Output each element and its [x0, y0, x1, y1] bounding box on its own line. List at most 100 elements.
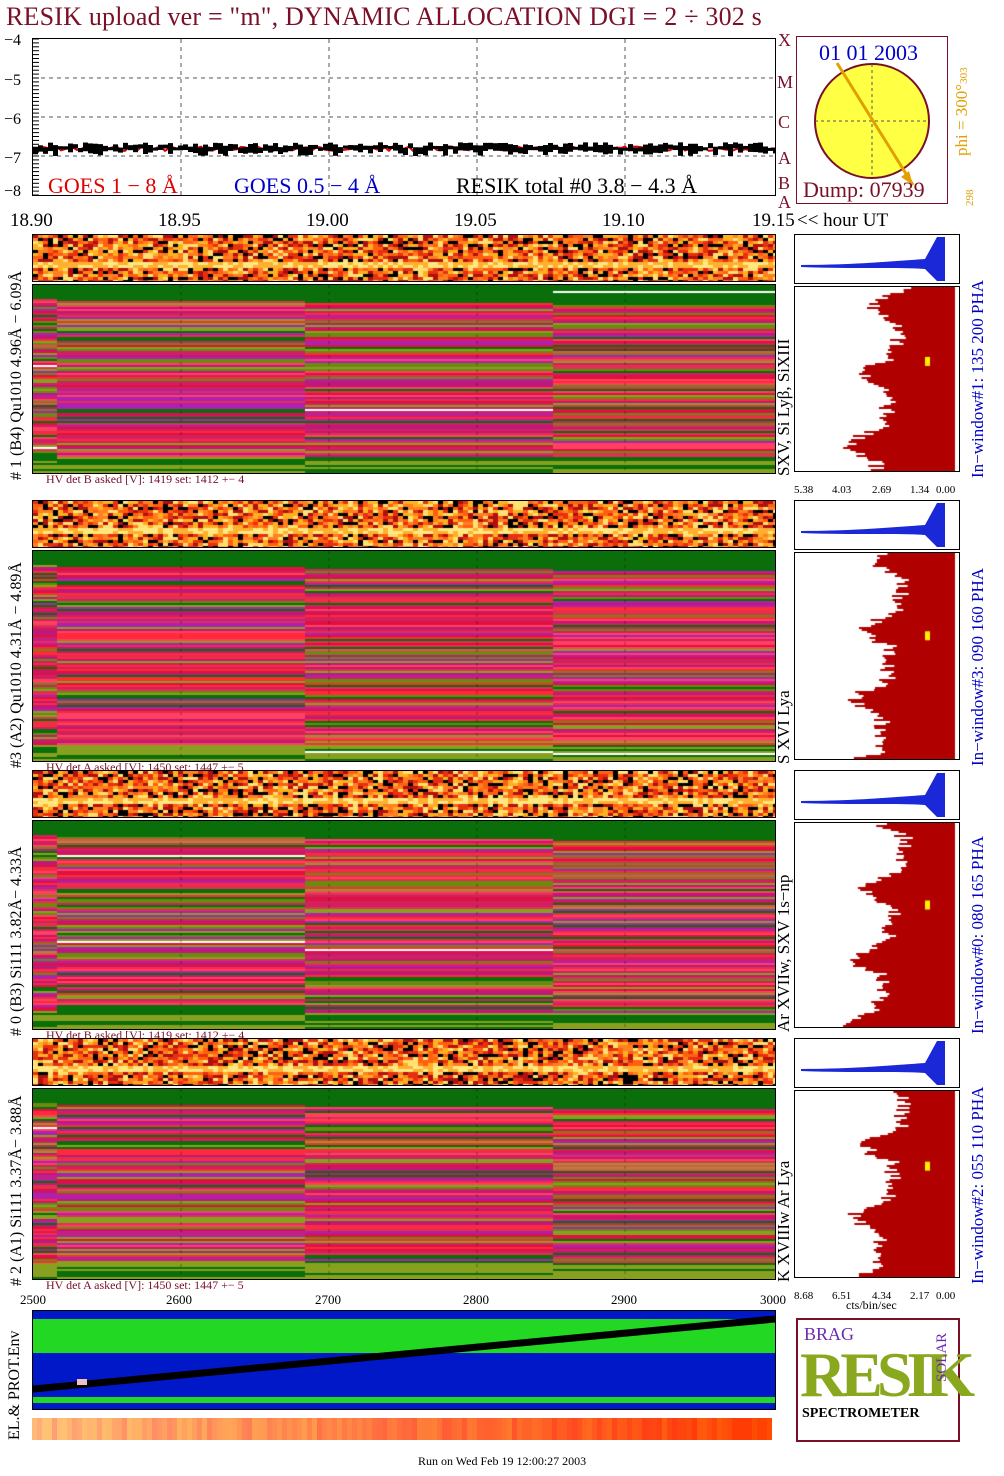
resik-total-bar [303, 146, 308, 156]
heat-cell [87, 1418, 92, 1440]
heat-cell [617, 1418, 622, 1440]
heat-cell [572, 1418, 577, 1440]
heat-cell [352, 1418, 357, 1440]
heat-cell [517, 1418, 522, 1440]
channel-2-label: # 0 (B3) Si111 3.82Å− 4.33Å [8, 846, 25, 1036]
resik-total-bar [368, 145, 373, 154]
channel-2-profile [794, 822, 960, 1028]
resik-total-bar [543, 145, 548, 155]
heat-cell [552, 1418, 557, 1440]
resik-total-bar [703, 147, 708, 151]
goes-ytick-2: −5 [4, 72, 22, 89]
heat-cell [492, 1418, 497, 1440]
resik-total-bar [388, 145, 393, 149]
resik-total-bar [58, 146, 63, 150]
time-xtick-6: 19.15 [752, 210, 795, 231]
resik-total-bar [553, 144, 558, 150]
phi-arrowhead [901, 171, 913, 185]
heat-cell [182, 1418, 187, 1440]
resik-total-bar [218, 143, 223, 154]
heat-cell [407, 1418, 412, 1440]
channel-0-hv: HV det B asked [V]: 1419 set: 1412 +− 4 [46, 472, 245, 486]
resik-total-bar [308, 144, 313, 155]
heat-cell [32, 1418, 37, 1440]
heat-cell [172, 1418, 177, 1440]
heat-cell [292, 1418, 297, 1440]
channel-0-label: # 1 (B4) Qu1010 4.96Å − 6.09Å [8, 270, 25, 480]
goes-lightcurve-panel [32, 38, 776, 196]
resik-total-bar [488, 142, 493, 150]
resik-total-bar [643, 144, 648, 155]
channel-0-scale-2: 2.69 [872, 484, 892, 496]
heat-cell [267, 1418, 272, 1440]
heat-cell [132, 1418, 137, 1440]
resik-total-bar [663, 142, 668, 152]
heat-cell [192, 1418, 197, 1440]
heat-cell [542, 1418, 547, 1440]
resik-total-bar [473, 145, 478, 153]
channel-0-scale-0: 5.38 [794, 484, 814, 496]
heat-cell [582, 1418, 587, 1440]
channel-3-label: # 2 (A1) Si111 3.37Å− 3.88Å [8, 1095, 25, 1287]
channel-3-spectrogram [32, 1088, 776, 1280]
resik-total-bar [443, 144, 448, 156]
resik-total-bar [168, 143, 173, 154]
resik-total-bar [283, 145, 288, 153]
time-xtick-1: 18.90 [10, 210, 53, 231]
heat-cell [752, 1418, 757, 1440]
environment-panel [32, 1310, 776, 1410]
resik-total-bar [38, 145, 43, 152]
bin-xtick-3: 2700 [315, 1292, 341, 1307]
heat-cell [322, 1418, 327, 1440]
resik-total-bar [758, 142, 763, 153]
class-a: A [778, 148, 791, 168]
resik-total-bar [178, 145, 183, 151]
env-trace [33, 1315, 775, 1393]
goes-plot-svg [33, 39, 775, 195]
resik-total-bar [428, 142, 433, 151]
heat-cell [387, 1418, 392, 1440]
channel-3-strip [32, 1038, 776, 1086]
resik-total-bar [253, 143, 258, 154]
resik-total-bar [503, 142, 508, 152]
env-band-upper [33, 1319, 775, 1353]
resik-total-bar [193, 143, 198, 154]
channel-3-strip-canvas [33, 1039, 775, 1085]
resik-total-bar [753, 142, 758, 153]
resik-total-bar [133, 144, 138, 153]
resik-total-bar [458, 142, 463, 151]
resik-total-bar [103, 145, 108, 152]
heat-cell [112, 1418, 117, 1440]
resik-total-bar [518, 147, 523, 154]
resik-total-bar [318, 147, 323, 151]
heat-cell [142, 1418, 147, 1440]
channel-1-profile-canvas [795, 553, 959, 759]
resik-total-bar [423, 145, 428, 156]
resik-total-bar [468, 142, 473, 151]
heat-cell [382, 1418, 387, 1440]
resik-total-bar [328, 142, 333, 151]
units-label: cts/bin/sec [846, 1298, 897, 1312]
heat-cell [722, 1418, 727, 1440]
resik-total-bar [403, 147, 408, 156]
heat-cell [377, 1418, 382, 1440]
heat-cell [597, 1418, 602, 1440]
resik-logo: BRAG RESIK SOLAR SPECTROMETER [796, 1318, 975, 1442]
resik-total-bar [173, 147, 178, 151]
heat-cell [302, 1418, 307, 1440]
resik-total-bar [153, 147, 158, 151]
heat-cell [57, 1418, 62, 1440]
resik-total-bar [623, 147, 628, 151]
channel-0-scale-3: 1.34 [910, 484, 930, 496]
heat-cell [417, 1418, 422, 1440]
channel-0-pha-svg [801, 237, 945, 281]
resik-total-bar [163, 144, 168, 149]
heat-cell [592, 1418, 597, 1440]
channel-0-window: In−window#1: 135 200 PHA [968, 279, 987, 478]
heat-cell [262, 1418, 267, 1440]
heat-cell [342, 1418, 347, 1440]
heat-cell [732, 1418, 737, 1440]
resik-total-bar [348, 145, 353, 150]
logo-resik: RESIK [800, 1339, 975, 1410]
resik-total-bar [688, 143, 693, 156]
